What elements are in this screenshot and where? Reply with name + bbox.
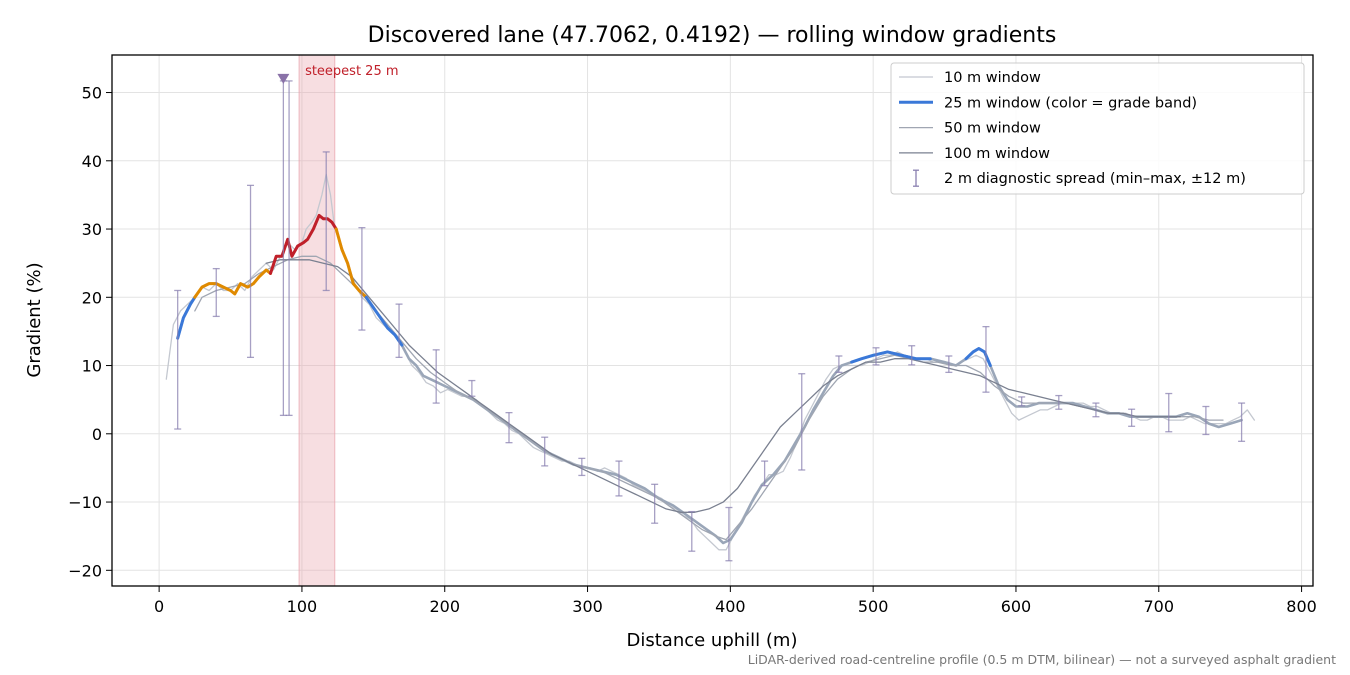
legend-label: 50 m window bbox=[944, 121, 1041, 137]
highlight-band bbox=[298, 54, 336, 587]
highlight-label: steepest 25 m bbox=[305, 64, 398, 79]
y-tick-label: −20 bbox=[68, 561, 102, 580]
x-tick-label: 600 bbox=[1001, 597, 1032, 616]
y-tick-label: −10 bbox=[68, 493, 102, 512]
diagnostic-spread-bars bbox=[174, 80, 1246, 562]
x-tick-label: 800 bbox=[1286, 597, 1317, 616]
grade-band-segment bbox=[850, 350, 932, 364]
steepest-window-highlight: steepest 25 m bbox=[298, 54, 399, 587]
x-tick-label: 700 bbox=[1143, 597, 1174, 616]
y-tick-label: 20 bbox=[82, 288, 102, 307]
y-tick-label: 40 bbox=[82, 152, 102, 171]
x-tick-label: 100 bbox=[287, 597, 318, 616]
grade-band-segment bbox=[334, 227, 368, 299]
plot-frame bbox=[111, 54, 1314, 587]
y-axis-ticks: −20 −10 0 10 20 30 40 50 bbox=[68, 84, 112, 580]
series-line bbox=[265, 259, 1181, 513]
outlier-marker bbox=[277, 73, 290, 84]
y-tick-label: 50 bbox=[82, 84, 102, 103]
y-tick-label: 30 bbox=[82, 220, 102, 239]
legend: 10 m window 25 m window (color = grade ba… bbox=[890, 62, 1305, 195]
legend-label: 100 m window bbox=[944, 146, 1050, 162]
legend-label: 25 m window (color = grade band) bbox=[944, 95, 1197, 111]
legend-label: 2 m diagnostic spread (min–max, ±12 m) bbox=[944, 171, 1246, 187]
x-axis-label: Distance uphill (m) bbox=[627, 630, 798, 651]
grade-band-segment bbox=[364, 295, 404, 347]
y-tick-label: 10 bbox=[82, 357, 102, 376]
legend-box bbox=[890, 62, 1305, 195]
y-tick-label: 0 bbox=[92, 425, 102, 444]
x-tick-label: 500 bbox=[858, 597, 889, 616]
footnote: LiDAR-derived road-centreline profile (0… bbox=[748, 652, 1336, 667]
outlier-markers bbox=[277, 73, 290, 84]
x-axis-ticks: 0 100 200 300 400 500 600 700 800 bbox=[154, 586, 1317, 616]
x-tick-label: 0 bbox=[154, 597, 164, 616]
grade-band-segment bbox=[193, 268, 272, 299]
x-tick-label: 400 bbox=[715, 597, 746, 616]
x-tick-label: 300 bbox=[572, 597, 603, 616]
chart-title: Discovered lane (47.7062, 0.4192) — roll… bbox=[368, 23, 1057, 48]
y-axis-label: Gradient (%) bbox=[24, 262, 45, 377]
legend-label: 10 m window bbox=[944, 70, 1041, 86]
grade-band-segment bbox=[176, 295, 197, 340]
x-tick-label: 200 bbox=[429, 597, 460, 616]
